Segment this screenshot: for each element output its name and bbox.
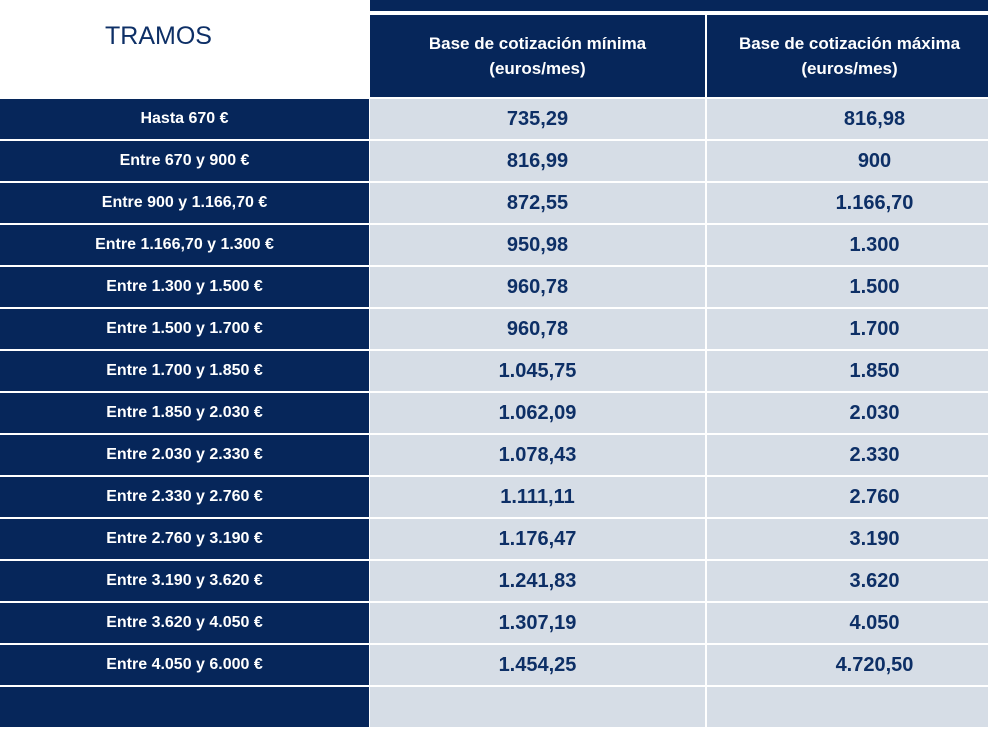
max-base-cell: 1.850 <box>707 351 988 391</box>
min-base-cell: 735,29 <box>370 99 705 139</box>
table-row: Hasta 670 €735,29 816,98 <box>0 99 988 139</box>
table-row: Entre 1.166,70 y 1.300 €950,98 1.300 <box>0 225 988 265</box>
tramo-cell <box>0 687 369 727</box>
max-base-cell: 4.720,50 <box>707 645 988 685</box>
max-base-cell: 1.166,70 <box>707 183 988 223</box>
table-body: Hasta 670 €735,29 816,98 Entre 670 y 900 €… <box>0 99 988 729</box>
max-base-cell: 3.620 <box>707 561 988 601</box>
table-row: Entre 2.760 y 3.190 €1.176,47 3.190 <box>0 519 988 559</box>
table-row: Entre 670 y 900 €816,99 900 <box>0 141 988 181</box>
max-base-cell: 1.300 <box>707 225 988 265</box>
min-base-cell: 1.241,83 <box>370 561 705 601</box>
table-row: Entre 4.050 y 6.000 €1.454,25 4.720,50 <box>0 645 988 685</box>
min-base-cell: 1.176,47 <box>370 519 705 559</box>
table-row: Entre 900 y 1.166,70 €872,55 1.166,70 <box>0 183 988 223</box>
tramo-cell: Hasta 670 € <box>0 99 369 139</box>
min-base-cell: 1.078,43 <box>370 435 705 475</box>
table-row <box>0 687 988 727</box>
max-base-cell: 2.030 <box>707 393 988 433</box>
min-base-cell: 1.045,75 <box>370 351 705 391</box>
tramo-cell: Entre 2.030 y 2.330 € <box>0 435 369 475</box>
table-row: Entre 2.330 y 2.760 €1.111,11 2.760 <box>0 477 988 517</box>
tramo-cell: Entre 1.166,70 y 1.300 € <box>0 225 369 265</box>
tramo-cell: Entre 2.330 y 2.760 € <box>0 477 369 517</box>
max-base-cell <box>707 687 988 727</box>
min-base-cell: 960,78 <box>370 309 705 349</box>
table-row: Entre 3.190 y 3.620 €1.241,83 3.620 <box>0 561 988 601</box>
max-base-cell: 816,98 <box>707 99 988 139</box>
max-base-cell: 2.760 <box>707 477 988 517</box>
header-max-base: Base de cotización máxima (euros/mes) <box>707 15 988 97</box>
tramo-cell: Entre 1.500 y 1.700 € <box>0 309 369 349</box>
min-base-cell: 816,99 <box>370 141 705 181</box>
max-base-cell: 900 <box>707 141 988 181</box>
table-row: Entre 1.700 y 1.850 €1.045,75 1.850 <box>0 351 988 391</box>
max-base-cell: 4.050 <box>707 603 988 643</box>
max-base-cell: 3.190 <box>707 519 988 559</box>
tramo-cell: Entre 2.760 y 3.190 € <box>0 519 369 559</box>
tramo-cell: Entre 4.050 y 6.000 € <box>0 645 369 685</box>
min-base-cell: 872,55 <box>370 183 705 223</box>
tramo-cell: Entre 670 y 900 € <box>0 141 369 181</box>
max-base-cell: 2.330 <box>707 435 988 475</box>
table-row: Entre 1.300 y 1.500 €960,78 1.500 <box>0 267 988 307</box>
tramo-cell: Entre 3.620 y 4.050 € <box>0 603 369 643</box>
max-base-cell: 1.500 <box>707 267 988 307</box>
min-base-cell: 1.111,11 <box>370 477 705 517</box>
table-row: Entre 1.850 y 2.030 €1.062,09 2.030 <box>0 393 988 433</box>
tramo-cell: Entre 1.850 y 2.030 € <box>0 393 369 433</box>
min-base-cell: 950,98 <box>370 225 705 265</box>
tramo-cell: Entre 3.190 y 3.620 € <box>0 561 369 601</box>
tramo-cell: Entre 1.700 y 1.850 € <box>0 351 369 391</box>
min-base-cell: 960,78 <box>370 267 705 307</box>
table-row: Entre 1.500 y 1.700 €960,78 1.700 <box>0 309 988 349</box>
tramos-header: TRAMOS <box>105 22 212 50</box>
tramo-cell: Entre 900 y 1.166,70 € <box>0 183 369 223</box>
header-min-base: Base de cotización mínima (euros/mes) <box>370 15 705 97</box>
table-row: Entre 2.030 y 2.330 €1.078,43 2.330 <box>0 435 988 475</box>
tramos-header-cell: TRAMOS <box>0 0 369 97</box>
tramo-cell: Entre 1.300 y 1.500 € <box>0 267 369 307</box>
min-base-cell: 1.062,09 <box>370 393 705 433</box>
max-base-cell: 1.700 <box>707 309 988 349</box>
min-base-cell <box>370 687 705 727</box>
header-top-bar <box>370 0 988 11</box>
table-row: Entre 3.620 y 4.050 €1.307,19 4.050 <box>0 603 988 643</box>
min-base-cell: 1.454,25 <box>370 645 705 685</box>
min-base-cell: 1.307,19 <box>370 603 705 643</box>
